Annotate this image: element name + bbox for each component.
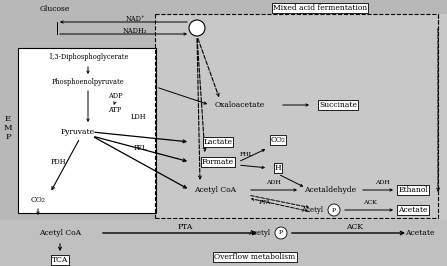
Text: Acetate: Acetate (398, 206, 428, 214)
Text: PDH: PDH (50, 158, 66, 166)
Text: PTA: PTA (177, 223, 193, 231)
Text: Acetyl: Acetyl (248, 229, 270, 237)
Text: P: P (332, 207, 336, 213)
Text: Phosphoenolpyruvate: Phosphoenolpyruvate (51, 78, 124, 86)
FancyBboxPatch shape (18, 48, 156, 213)
Text: ACK: ACK (363, 200, 377, 205)
Text: Succinate: Succinate (319, 101, 357, 109)
Text: ATP: ATP (108, 106, 122, 114)
Text: LDH: LDH (130, 113, 146, 121)
FancyBboxPatch shape (155, 14, 447, 222)
Text: CO₂: CO₂ (270, 136, 286, 144)
Text: ADH: ADH (266, 180, 280, 185)
Text: H: H (275, 164, 281, 172)
Text: Glucose: Glucose (40, 5, 70, 13)
FancyArrowPatch shape (114, 102, 116, 104)
Text: P: P (279, 231, 283, 235)
Text: Acetyl CoA: Acetyl CoA (194, 186, 236, 194)
Text: Acetaldehyde: Acetaldehyde (304, 186, 356, 194)
Text: E
M
P: E M P (4, 115, 13, 141)
Text: NADH₂: NADH₂ (123, 27, 147, 35)
FancyBboxPatch shape (0, 220, 447, 266)
Text: ADH: ADH (375, 180, 389, 185)
Circle shape (275, 227, 287, 239)
Text: Mixed acid fermentation: Mixed acid fermentation (273, 4, 367, 12)
Text: Pyruvate: Pyruvate (61, 128, 95, 136)
Text: Overflow metabolism: Overflow metabolism (215, 253, 295, 261)
Text: Lactate: Lactate (203, 138, 232, 146)
Text: Oxaloacetate: Oxaloacetate (215, 101, 265, 109)
Text: Acetyl CoA: Acetyl CoA (39, 229, 81, 237)
Text: Formate: Formate (202, 158, 234, 166)
Text: Acetyl: Acetyl (301, 206, 323, 214)
Text: FHL: FHL (240, 152, 254, 157)
Text: ADP: ADP (108, 92, 122, 100)
Text: CO₂: CO₂ (30, 196, 46, 204)
Text: Ethanol: Ethanol (398, 186, 428, 194)
Text: PFL: PFL (133, 144, 147, 152)
Circle shape (328, 204, 340, 216)
Text: TCA: TCA (52, 256, 68, 264)
Text: 1,3-Diphosphoglycerate: 1,3-Diphosphoglycerate (48, 53, 128, 61)
Text: ACK: ACK (346, 223, 363, 231)
Text: Acetate: Acetate (405, 229, 435, 237)
Text: NAD⁺: NAD⁺ (125, 15, 145, 23)
Text: PTA: PTA (259, 200, 271, 205)
Circle shape (189, 20, 205, 36)
